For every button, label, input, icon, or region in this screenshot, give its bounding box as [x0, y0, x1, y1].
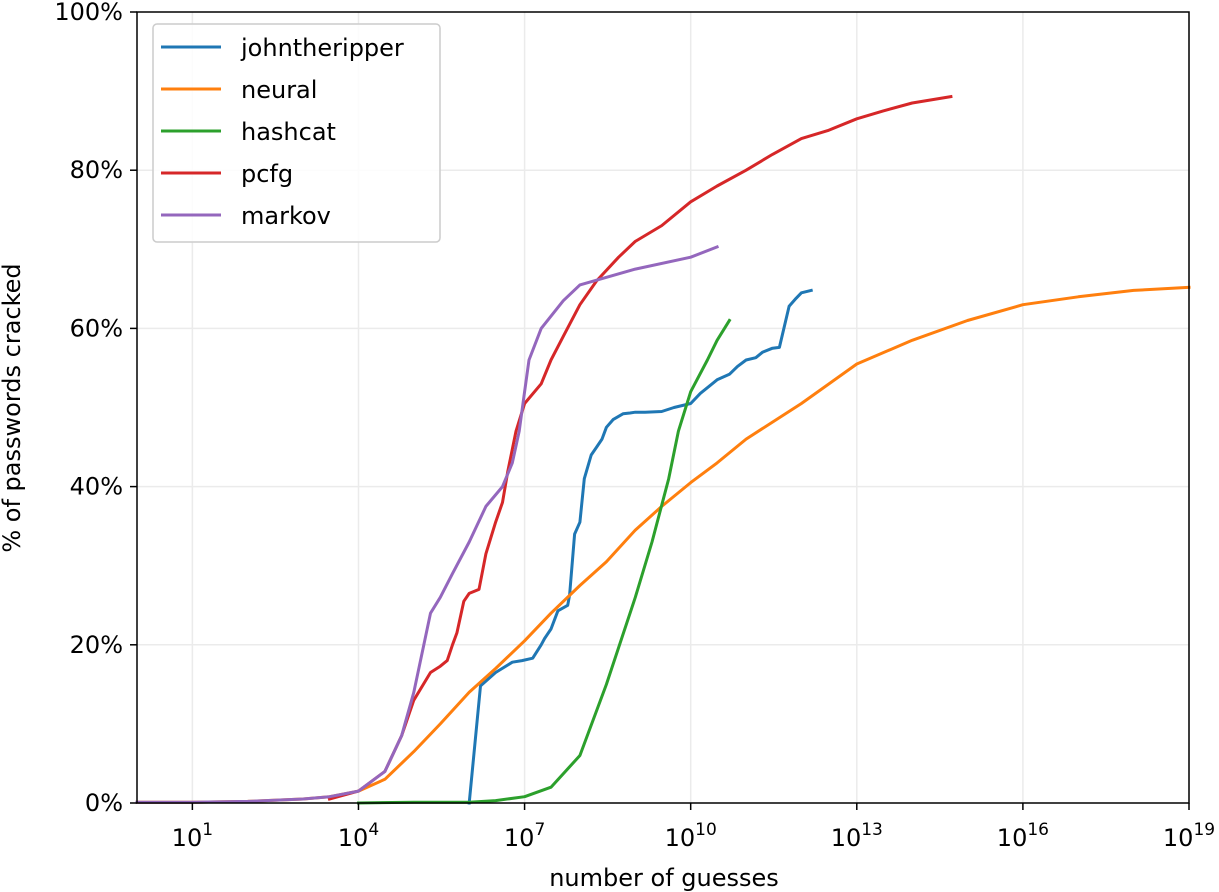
y-axis-label: % of passwords cracked	[0, 263, 26, 552]
legend-label-neural: neural	[241, 76, 317, 104]
ticks: 101 104 107 1010 1013 1016 1019 0% 20% 40% 60% 80% 1…	[54, 0, 1215, 852]
y-tick-label: 60%	[70, 314, 123, 342]
x-tick-label: 1013	[831, 820, 883, 852]
x-tick-label: 107	[504, 820, 545, 852]
x-tick-label: 101	[172, 820, 213, 852]
x-tick-label: 1010	[665, 820, 717, 852]
series-line-johntheripper	[467, 288, 814, 805]
legend-box	[152, 23, 441, 243]
legend-label-johntheripper: johntheripper	[240, 34, 404, 62]
series-layer	[135, 94, 1191, 805]
x-tick-label: 1016	[997, 820, 1049, 852]
x-axis-label: number of guesses	[549, 864, 779, 892]
legend-label-pcfg: pcfg	[241, 160, 293, 188]
x-tick-label: 104	[338, 820, 379, 852]
y-tick-label: 40%	[70, 473, 123, 501]
series-line-hashcat	[356, 318, 732, 805]
y-tick-label: 0%	[85, 789, 123, 817]
series-line-neural	[135, 285, 1191, 804]
legend-label-hashcat: hashcat	[241, 118, 336, 146]
series-line-markov	[135, 244, 720, 804]
legend: johntheripper neural hashcat pcfg markov	[152, 23, 441, 243]
x-tick-label: 1019	[1163, 820, 1215, 852]
plot-frame	[136, 11, 1190, 804]
y-tick-label: 100%	[54, 0, 123, 26]
series-line-pcfg	[327, 94, 953, 801]
y-tick-label: 80%	[70, 156, 123, 184]
y-tick-label: 20%	[70, 631, 123, 659]
legend-label-markov: markov	[241, 202, 331, 230]
